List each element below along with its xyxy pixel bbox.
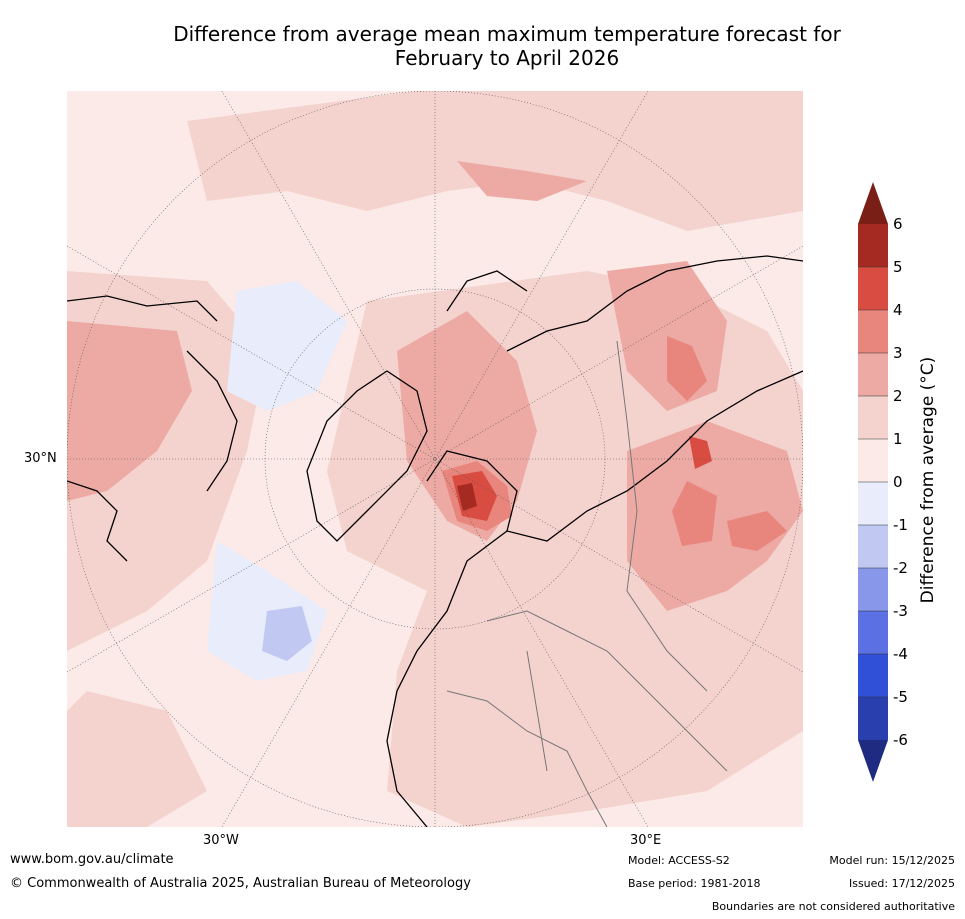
colorbar-band-m6-m5 bbox=[858, 697, 888, 740]
colorbar-tick-m1: -1 bbox=[893, 516, 908, 534]
colorbar-tick-6: 6 bbox=[893, 215, 903, 233]
anomaly-negative-regions bbox=[207, 281, 347, 681]
title-line-2: February to April 2026 bbox=[394, 46, 620, 70]
forecast-map[interactable] bbox=[67, 91, 803, 827]
colorbar-label: Difference from average (°C) bbox=[918, 356, 938, 604]
colorbar-over-arrow bbox=[858, 182, 888, 224]
footer-model-run: Model run: 15/12/2025 bbox=[829, 854, 955, 867]
chart-title: Difference from average mean maximum tem… bbox=[60, 22, 954, 70]
title-line-1: Difference from average mean maximum tem… bbox=[173, 22, 841, 46]
colorbar-tick-m2: -2 bbox=[893, 559, 908, 577]
colorbar-band-2-3 bbox=[858, 353, 888, 396]
colorbar-tick-m3: -3 bbox=[893, 602, 908, 620]
colorbar-tick-0: 0 bbox=[893, 473, 903, 491]
map-svg bbox=[67, 91, 803, 827]
colorbar-band-3-4 bbox=[858, 310, 888, 353]
colorbar-tick-m4: -4 bbox=[893, 645, 908, 663]
colorbar-band-m4-m3 bbox=[858, 611, 888, 654]
coastlines bbox=[67, 255, 803, 827]
colorbar-band-4-5 bbox=[858, 267, 888, 310]
colorbar-under-arrow bbox=[858, 740, 888, 782]
colorbar-band-m1-0 bbox=[858, 482, 888, 525]
colorbar-tick-5: 5 bbox=[893, 258, 903, 276]
anomaly-5-6-regions bbox=[457, 483, 477, 511]
footer-website: www.bom.gov.au/climate bbox=[10, 852, 174, 867]
footer-copyright: © Commonwealth of Australia 2025, Austra… bbox=[10, 876, 471, 891]
colorbar-tick-4: 4 bbox=[893, 301, 903, 319]
colorbar-band-1-2 bbox=[858, 396, 888, 439]
colorbar-svg bbox=[858, 182, 888, 782]
colorbar bbox=[858, 182, 888, 782]
colorbar-band-0-1 bbox=[858, 439, 888, 482]
colorbar-tick-2: 2 bbox=[893, 387, 903, 405]
footer-base-period: Base period: 1981-2018 bbox=[628, 877, 761, 890]
colorbar-tick-1: 1 bbox=[893, 430, 903, 448]
colorbar-tick-m5: -5 bbox=[893, 688, 908, 706]
colorbar-tick-m6: -6 bbox=[893, 731, 908, 749]
footer-disclaimer: Boundaries are not considered authoritat… bbox=[711, 900, 955, 913]
colorbar-band-5-6 bbox=[858, 224, 888, 267]
colorbar-band-m3-m2 bbox=[858, 568, 888, 611]
graticule bbox=[67, 91, 803, 827]
colorbar-tick-3: 3 bbox=[893, 344, 903, 362]
country-borders bbox=[446, 340, 728, 827]
footer-model: Model: ACCESS-S2 bbox=[628, 854, 730, 867]
footer-issued: Issued: 17/12/2025 bbox=[848, 877, 955, 890]
lon-label-30e: 30°E bbox=[630, 833, 662, 848]
colorbar-band-m5-m4 bbox=[858, 654, 888, 697]
lat-label-30n: 30°N bbox=[24, 451, 57, 466]
colorbar-band-m2-m1 bbox=[858, 525, 888, 568]
lon-label-30w: 30°W bbox=[203, 833, 239, 848]
